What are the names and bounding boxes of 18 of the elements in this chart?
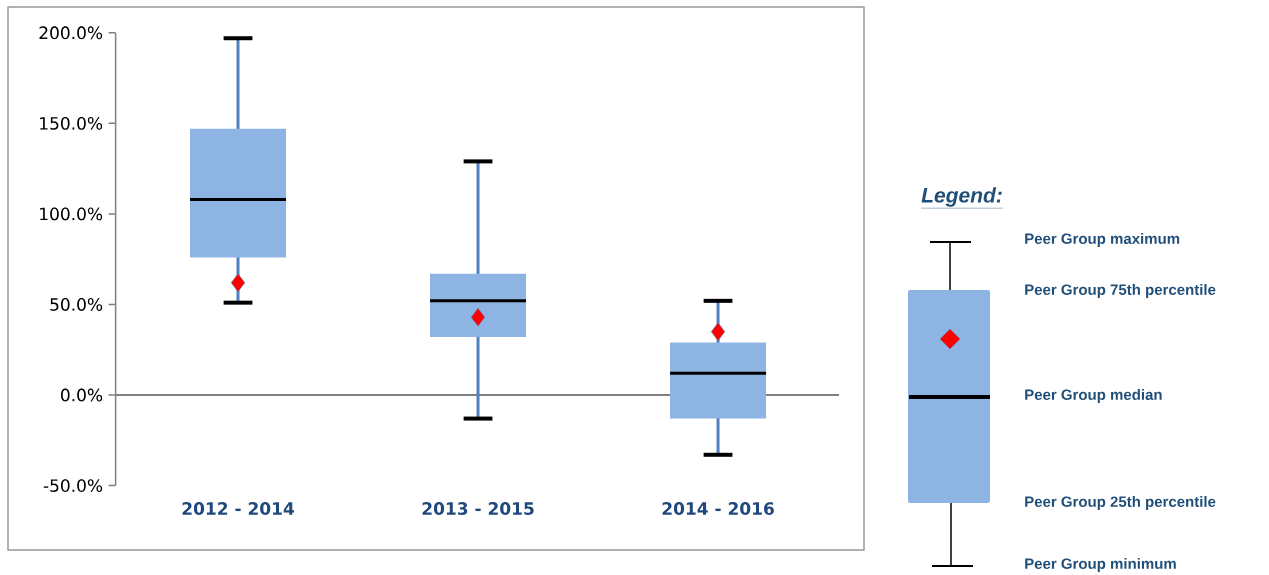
y-tick-label: 100.0% [40, 207, 103, 221]
y-tick-label: 50.0% [50, 298, 103, 311]
text: Legend: [921, 187, 1002, 207]
y-tick-label: -50.0% [43, 479, 103, 493]
text: Peer Group 75th percentile [1025, 284, 1216, 298]
x-tick-label: 2013 - 2015 [422, 502, 534, 515]
point [470, 307, 486, 327]
text: Peer Group minimum [1025, 557, 1176, 572]
y-tick-label: 200.0% [39, 26, 103, 40]
text: Peer Group 25th percentile [1025, 496, 1216, 510]
x-tick-label: 2014 - 2016 [662, 502, 774, 515]
y-tick-label: 0.0% [61, 388, 103, 402]
x-tick-label: 2012 - 2014 [182, 502, 295, 515]
text: Peer Group median [1025, 389, 1162, 403]
point [710, 322, 726, 341]
y-tick-label: 150.0% [40, 116, 103, 130]
text: Peer Group maximum [1025, 233, 1180, 247]
point [230, 273, 246, 293]
